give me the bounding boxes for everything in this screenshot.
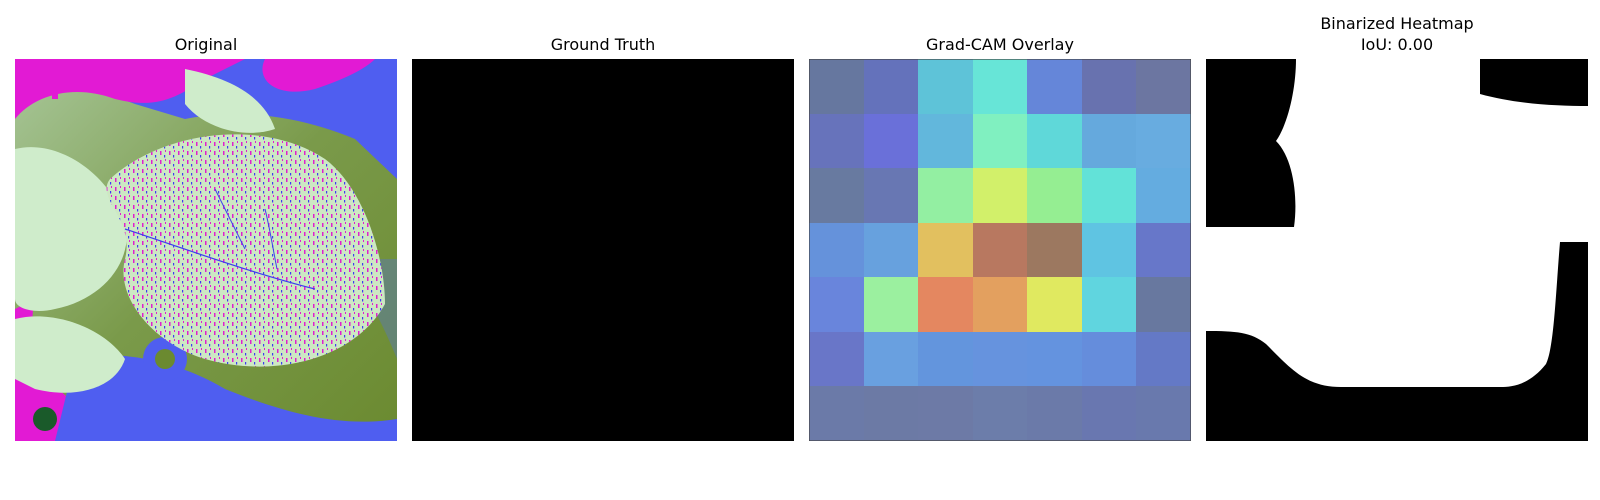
heatmap-cell (1027, 114, 1082, 168)
heatmap-cell (809, 223, 864, 277)
heatmap-cell (918, 59, 973, 114)
heatmap-cell (973, 168, 1027, 223)
heatmap-frame (809, 59, 1191, 441)
heatmap-cell (973, 332, 1027, 386)
heatmap-cell (1027, 386, 1082, 441)
heatmap-cell (864, 168, 918, 223)
panel-title: Ground Truth (550, 35, 656, 54)
ground-truth-mask-image (412, 59, 794, 441)
heatmap-cell (918, 223, 973, 277)
heatmap-cell (809, 59, 864, 114)
heatmap-cell (809, 114, 864, 168)
heatmap-cell (973, 386, 1027, 441)
heatmap-cell (1082, 168, 1136, 223)
heatmap-cell (1136, 223, 1191, 277)
heatmap-cell (1027, 168, 1082, 223)
panel-binarized-heatmap: Binarized Heatmap IoU: 0.00 (1206, 0, 1588, 442)
heatmap-cell (1082, 59, 1136, 114)
panel-title: Grad-CAM Overlay (926, 35, 1074, 54)
heatmap-cell (973, 277, 1027, 332)
heatmap-cell (1136, 114, 1191, 168)
heatmap-cell (809, 386, 864, 441)
heatmap-cell (864, 59, 918, 114)
heatmap-cell (1082, 114, 1136, 168)
heatmap-cell (918, 168, 973, 223)
heatmap-cell (809, 277, 864, 332)
heatmap-cell (864, 386, 918, 441)
heatmap-cell (973, 223, 1027, 277)
heatmap-cell (973, 59, 1027, 114)
heatmap-cell (973, 114, 1027, 168)
panel-original: Original (15, 0, 397, 442)
heatmap-cell (1136, 386, 1191, 441)
heatmap-cell (1027, 223, 1082, 277)
heatmap-cell (1082, 223, 1136, 277)
gradcam-overlay-image (809, 59, 1191, 441)
heatmap-cell (1136, 168, 1191, 223)
heatmap-cell (864, 223, 918, 277)
panel-title: Binarized Heatmap (1320, 14, 1474, 33)
binarized-mask-image (1206, 59, 1588, 441)
heatmap-cell (1082, 332, 1136, 386)
panel-ground-truth: Ground Truth (412, 0, 794, 442)
iou-label: IoU: 0.00 (1360, 35, 1434, 54)
heatmap-cell (918, 386, 973, 441)
heatmap-grid-graphic (809, 59, 1191, 441)
heatmap-cell (809, 332, 864, 386)
original-leaf-image (15, 59, 397, 441)
heatmap-cell (918, 114, 973, 168)
heatmap-cell (864, 277, 918, 332)
heatmap-cell (918, 277, 973, 332)
panel-title: Original (174, 35, 238, 54)
heatmap-cell (1136, 277, 1191, 332)
heatmap-cell (864, 332, 918, 386)
heatmap-cell (864, 114, 918, 168)
panel-gradcam-overlay: Grad-CAM Overlay (809, 0, 1191, 442)
heatmap-cell (1027, 277, 1082, 332)
heatmap-cell (1082, 277, 1136, 332)
heatmap-cell (918, 332, 973, 386)
heatmap-cell (1027, 59, 1082, 114)
heatmap-cell (1082, 386, 1136, 441)
heatmap-cell (809, 168, 864, 223)
leaf-photo-graphic (15, 59, 397, 441)
heatmap-cell (1136, 59, 1191, 114)
heatmap-cell (1136, 332, 1191, 386)
binary-mask-graphic (1206, 59, 1588, 441)
black-mask-graphic (412, 59, 794, 441)
heatmap-cell (1027, 332, 1082, 386)
